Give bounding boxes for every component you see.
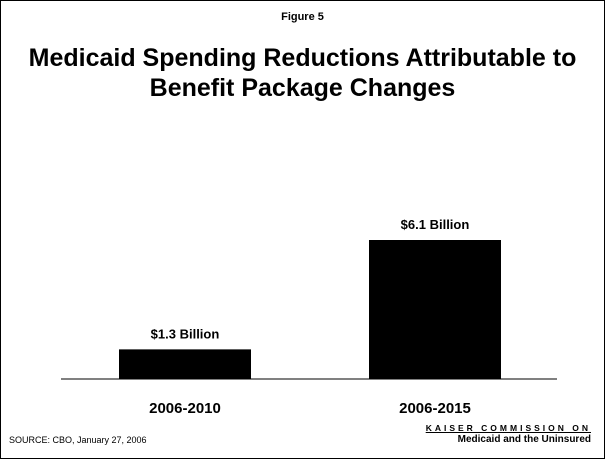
logo-line-1: KAISER COMMISSION ON	[425, 423, 591, 433]
source-note: SOURCE: CBO, January 27, 2006	[9, 435, 147, 445]
x-tick-label-2006-2015: 2006-2015	[399, 400, 471, 417]
logo-line-2: Medicaid and the Uninsured	[457, 434, 591, 445]
kaiser-logo: KAISER COMMISSION ON Medicaid and the Un…	[426, 422, 591, 446]
chart-title-line-1: Medicaid Spending Reductions Attributabl…	[28, 44, 577, 72]
figure-label: Figure 5	[281, 11, 324, 23]
data-label-2006-2015: $6.1 Billion	[401, 217, 470, 232]
x-tick-label-2006-2010: 2006-2010	[149, 400, 221, 417]
bar-2006-2010	[119, 349, 251, 379]
chart-title-line-2: Benefit Package Changes	[149, 74, 456, 102]
data-label-2006-2010: $1.3 Billion	[151, 326, 220, 341]
bar-2006-2015	[369, 240, 501, 379]
chart-title: Medicaid Spending Reductions Attributabl…	[1, 43, 604, 103]
